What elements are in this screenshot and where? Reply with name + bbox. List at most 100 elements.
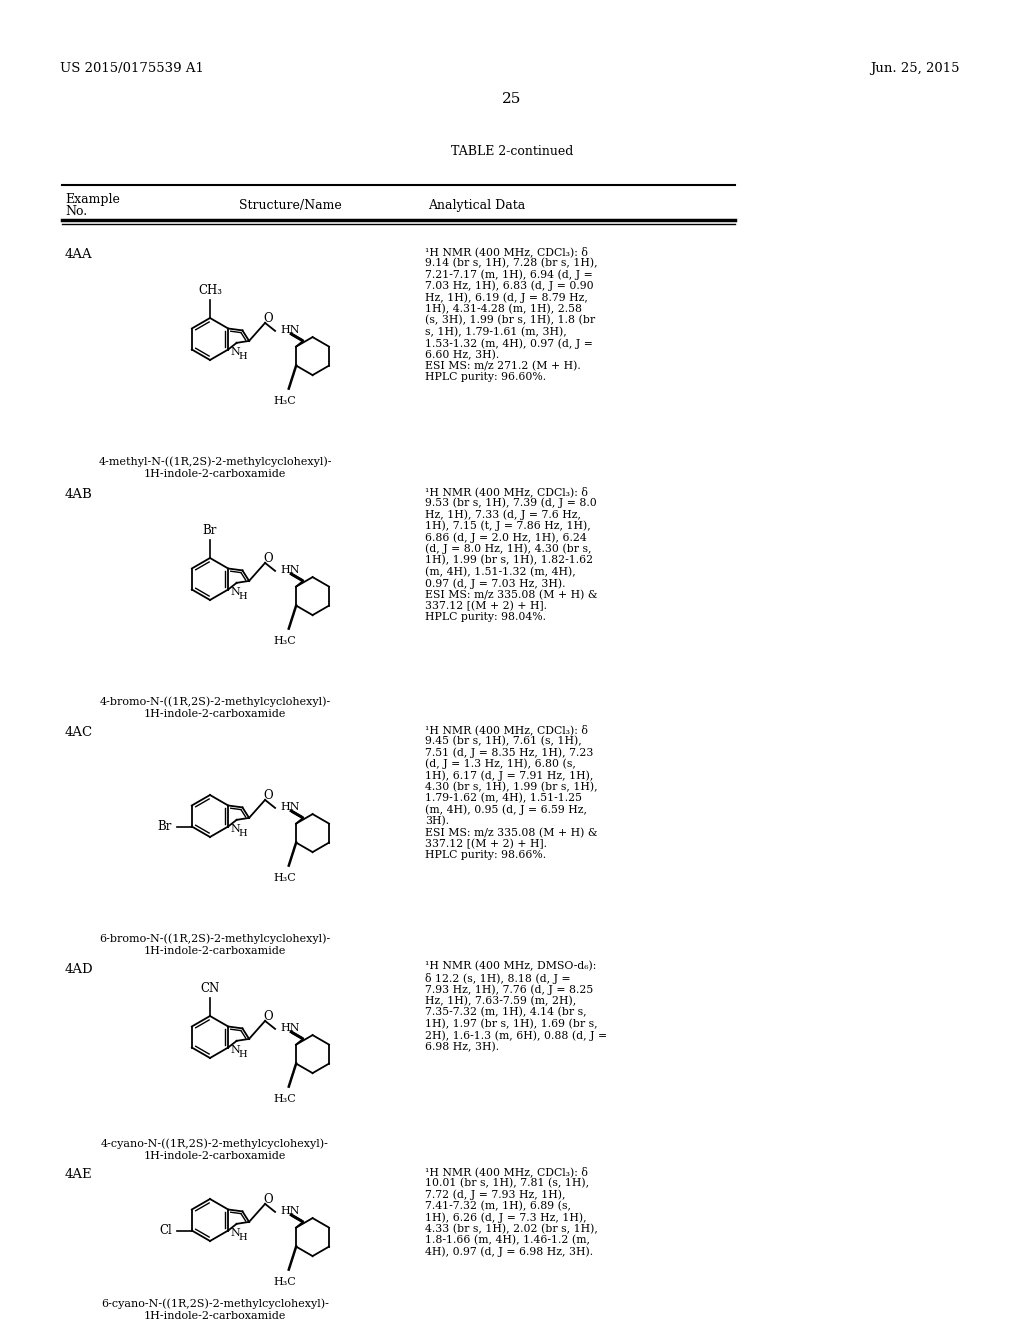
Text: HPLC purity: 98.04%.: HPLC purity: 98.04%. — [425, 612, 546, 623]
Text: O: O — [263, 1193, 273, 1206]
Text: ¹H NMR (400 MHz, DMSO-d₆):: ¹H NMR (400 MHz, DMSO-d₆): — [425, 961, 596, 972]
Text: 4AB: 4AB — [65, 488, 93, 502]
Text: 7.93 Hz, 1H), 7.76 (d, J = 8.25: 7.93 Hz, 1H), 7.76 (d, J = 8.25 — [425, 983, 593, 994]
Text: 4AC: 4AC — [65, 726, 93, 739]
Text: (d, J = 1.3 Hz, 1H), 6.80 (s,: (d, J = 1.3 Hz, 1H), 6.80 (s, — [425, 759, 575, 770]
Text: H₃C: H₃C — [273, 396, 297, 405]
Text: 1H), 1.99 (br s, 1H), 1.82-1.62: 1H), 1.99 (br s, 1H), 1.82-1.62 — [425, 554, 593, 565]
Text: ¹H NMR (400 MHz, CDCl₃): δ: ¹H NMR (400 MHz, CDCl₃): δ — [425, 1166, 588, 1177]
Text: 1H-indole-2-carboxamide: 1H-indole-2-carboxamide — [143, 946, 286, 956]
Text: CH₃: CH₃ — [198, 284, 222, 297]
Text: 7.03 Hz, 1H), 6.83 (d, J = 0.90: 7.03 Hz, 1H), 6.83 (d, J = 0.90 — [425, 281, 594, 292]
Text: N: N — [230, 587, 241, 597]
Text: Analytical Data: Analytical Data — [428, 199, 525, 213]
Text: Cl: Cl — [159, 1224, 172, 1237]
Text: HN: HN — [281, 325, 300, 335]
Text: 9.14 (br s, 1H), 7.28 (br s, 1H),: 9.14 (br s, 1H), 7.28 (br s, 1H), — [425, 257, 598, 268]
Text: 6-bromo-N-((1R,2S)-2-methylcyclohexyl)-: 6-bromo-N-((1R,2S)-2-methylcyclohexyl)- — [99, 933, 331, 944]
Text: ESI MS: m/z 335.08 (M + H) &: ESI MS: m/z 335.08 (M + H) & — [425, 590, 597, 599]
Text: 6.60 Hz, 3H).: 6.60 Hz, 3H). — [425, 350, 500, 360]
Text: 1.79-1.62 (m, 4H), 1.51-1.25: 1.79-1.62 (m, 4H), 1.51-1.25 — [425, 793, 582, 804]
Text: 6-cyano-N-((1R,2S)-2-methylcyclohexyl)-: 6-cyano-N-((1R,2S)-2-methylcyclohexyl)- — [101, 1298, 329, 1308]
Text: 1H-indole-2-carboxamide: 1H-indole-2-carboxamide — [143, 1311, 286, 1320]
Text: 337.12 [(M + 2) + H].: 337.12 [(M + 2) + H]. — [425, 840, 547, 849]
Text: H₃C: H₃C — [273, 1093, 297, 1104]
Text: 1H-indole-2-carboxamide: 1H-indole-2-carboxamide — [143, 469, 286, 479]
Text: ESI MS: m/z 271.2 (M + H).: ESI MS: m/z 271.2 (M + H). — [425, 360, 581, 371]
Text: 1H), 1.97 (br s, 1H), 1.69 (br s,: 1H), 1.97 (br s, 1H), 1.69 (br s, — [425, 1019, 598, 1028]
Text: O: O — [263, 1010, 273, 1023]
Text: 3H).: 3H). — [425, 816, 450, 826]
Text: O: O — [263, 313, 273, 326]
Text: TABLE 2-continued: TABLE 2-continued — [451, 145, 573, 158]
Text: 7.51 (d, J = 8.35 Hz, 1H), 7.23: 7.51 (d, J = 8.35 Hz, 1H), 7.23 — [425, 747, 593, 758]
Text: 0.97 (d, J = 7.03 Hz, 3H).: 0.97 (d, J = 7.03 Hz, 3H). — [425, 578, 565, 589]
Text: s, 1H), 1.79-1.61 (m, 3H),: s, 1H), 1.79-1.61 (m, 3H), — [425, 326, 566, 337]
Text: 4H), 0.97 (d, J = 6.98 Hz, 3H).: 4H), 0.97 (d, J = 6.98 Hz, 3H). — [425, 1246, 593, 1257]
Text: 4-cyano-N-((1R,2S)-2-methylcyclohexyl)-: 4-cyano-N-((1R,2S)-2-methylcyclohexyl)- — [101, 1138, 329, 1148]
Text: H: H — [239, 1049, 247, 1059]
Text: 25: 25 — [503, 92, 521, 106]
Text: H₃C: H₃C — [273, 636, 297, 645]
Text: O: O — [263, 552, 273, 565]
Text: O: O — [263, 789, 273, 803]
Text: 10.01 (br s, 1H), 7.81 (s, 1H),: 10.01 (br s, 1H), 7.81 (s, 1H), — [425, 1177, 589, 1188]
Text: Example: Example — [65, 193, 120, 206]
Text: 7.21-7.17 (m, 1H), 6.94 (d, J =: 7.21-7.17 (m, 1H), 6.94 (d, J = — [425, 269, 593, 280]
Text: 9.45 (br s, 1H), 7.61 (s, 1H),: 9.45 (br s, 1H), 7.61 (s, 1H), — [425, 735, 582, 746]
Text: 1H), 4.31-4.28 (m, 1H), 2.58: 1H), 4.31-4.28 (m, 1H), 2.58 — [425, 304, 582, 314]
Text: H: H — [239, 1233, 247, 1242]
Text: 4.30 (br s, 1H), 1.99 (br s, 1H),: 4.30 (br s, 1H), 1.99 (br s, 1H), — [425, 781, 598, 792]
Text: 4-bromo-N-((1R,2S)-2-methylcyclohexyl)-: 4-bromo-N-((1R,2S)-2-methylcyclohexyl)- — [99, 696, 331, 706]
Text: No.: No. — [65, 205, 87, 218]
Text: 7.35-7.32 (m, 1H), 4.14 (br s,: 7.35-7.32 (m, 1H), 4.14 (br s, — [425, 1007, 587, 1018]
Text: 4AE: 4AE — [65, 1168, 92, 1181]
Text: H₃C: H₃C — [273, 1276, 297, 1287]
Text: (m, 4H), 1.51-1.32 (m, 4H),: (m, 4H), 1.51-1.32 (m, 4H), — [425, 566, 575, 577]
Text: Hz, 1H), 7.63-7.59 (m, 2H),: Hz, 1H), 7.63-7.59 (m, 2H), — [425, 995, 577, 1006]
Text: 2H), 1.6-1.3 (m, 6H), 0.88 (d, J =: 2H), 1.6-1.3 (m, 6H), 0.88 (d, J = — [425, 1030, 607, 1040]
Text: N: N — [230, 824, 241, 834]
Text: N: N — [230, 1045, 241, 1055]
Text: Br: Br — [158, 820, 172, 833]
Text: 1H-indole-2-carboxamide: 1H-indole-2-carboxamide — [143, 1151, 286, 1162]
Text: ¹H NMR (400 MHz, CDCl₃): δ: ¹H NMR (400 MHz, CDCl₃): δ — [425, 723, 588, 735]
Text: HN: HN — [281, 565, 300, 576]
Text: 1.53-1.32 (m, 4H), 0.97 (d, J =: 1.53-1.32 (m, 4H), 0.97 (d, J = — [425, 338, 593, 348]
Text: Jun. 25, 2015: Jun. 25, 2015 — [870, 62, 961, 75]
Text: Br: Br — [203, 524, 217, 537]
Text: ¹H NMR (400 MHz, CDCl₃): δ: ¹H NMR (400 MHz, CDCl₃): δ — [425, 246, 588, 257]
Text: 1.8-1.66 (m, 4H), 1.46-1.2 (m,: 1.8-1.66 (m, 4H), 1.46-1.2 (m, — [425, 1236, 590, 1245]
Text: (d, J = 8.0 Hz, 1H), 4.30 (br s,: (d, J = 8.0 Hz, 1H), 4.30 (br s, — [425, 544, 592, 554]
Text: H: H — [239, 352, 247, 360]
Text: 7.41-7.32 (m, 1H), 6.89 (s,: 7.41-7.32 (m, 1H), 6.89 (s, — [425, 1200, 571, 1210]
Text: 1H), 6.17 (d, J = 7.91 Hz, 1H),: 1H), 6.17 (d, J = 7.91 Hz, 1H), — [425, 770, 593, 780]
Text: (m, 4H), 0.95 (d, J = 6.59 Hz,: (m, 4H), 0.95 (d, J = 6.59 Hz, — [425, 804, 587, 814]
Text: 9.53 (br s, 1H), 7.39 (d, J = 8.0: 9.53 (br s, 1H), 7.39 (d, J = 8.0 — [425, 498, 597, 508]
Text: 4.33 (br s, 1H), 2.02 (br s, 1H),: 4.33 (br s, 1H), 2.02 (br s, 1H), — [425, 1224, 598, 1234]
Text: 6.98 Hz, 3H).: 6.98 Hz, 3H). — [425, 1041, 499, 1052]
Text: H₃C: H₃C — [273, 873, 297, 883]
Text: HPLC purity: 98.66%.: HPLC purity: 98.66%. — [425, 850, 546, 861]
Text: 1H-indole-2-carboxamide: 1H-indole-2-carboxamide — [143, 709, 286, 719]
Text: CN: CN — [201, 982, 219, 995]
Text: H: H — [239, 829, 247, 838]
Text: ¹H NMR (400 MHz, CDCl₃): δ: ¹H NMR (400 MHz, CDCl₃): δ — [425, 486, 588, 496]
Text: 4-methyl-N-((1R,2S)-2-methylcyclohexyl)-: 4-methyl-N-((1R,2S)-2-methylcyclohexyl)- — [98, 455, 332, 466]
Text: 1H), 7.15 (t, J = 7.86 Hz, 1H),: 1H), 7.15 (t, J = 7.86 Hz, 1H), — [425, 520, 591, 531]
Text: 4AD: 4AD — [65, 964, 93, 975]
Text: Hz, 1H), 7.33 (d, J = 7.6 Hz,: Hz, 1H), 7.33 (d, J = 7.6 Hz, — [425, 510, 581, 520]
Text: 6.86 (d, J = 2.0 Hz, 1H), 6.24: 6.86 (d, J = 2.0 Hz, 1H), 6.24 — [425, 532, 587, 543]
Text: δ 12.2 (s, 1H), 8.18 (d, J =: δ 12.2 (s, 1H), 8.18 (d, J = — [425, 973, 570, 983]
Text: 337.12 [(M + 2) + H].: 337.12 [(M + 2) + H]. — [425, 601, 547, 611]
Text: N: N — [230, 347, 241, 356]
Text: HN: HN — [281, 1206, 300, 1216]
Text: N: N — [230, 1228, 241, 1238]
Text: (s, 3H), 1.99 (br s, 1H), 1.8 (br: (s, 3H), 1.99 (br s, 1H), 1.8 (br — [425, 315, 595, 325]
Text: HPLC purity: 96.60%.: HPLC purity: 96.60%. — [425, 372, 546, 383]
Text: Structure/Name: Structure/Name — [239, 199, 341, 213]
Text: HN: HN — [281, 1023, 300, 1032]
Text: 7.72 (d, J = 7.93 Hz, 1H),: 7.72 (d, J = 7.93 Hz, 1H), — [425, 1189, 565, 1200]
Text: HN: HN — [281, 801, 300, 812]
Text: H: H — [239, 591, 247, 601]
